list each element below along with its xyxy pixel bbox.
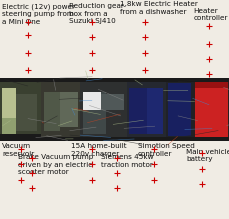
Text: Main vehicle
battery: Main vehicle battery bbox=[185, 149, 229, 162]
Bar bbox=[126, 78, 165, 141]
Text: Reduction gear-
box from a
Suzuki SJ410: Reduction gear- box from a Suzuki SJ410 bbox=[69, 3, 125, 24]
Bar bbox=[44, 92, 60, 131]
Bar bbox=[60, 92, 78, 127]
Text: Simotion Speed
controller: Simotion Speed controller bbox=[137, 143, 194, 157]
Text: Brake Vacuum pump
driven by an electric
scooter motor: Brake Vacuum pump driven by an electric … bbox=[18, 154, 93, 175]
Bar bbox=[0, 134, 41, 141]
Bar bbox=[2, 118, 16, 135]
Bar bbox=[82, 92, 101, 110]
Bar bbox=[80, 78, 126, 141]
Bar bbox=[147, 88, 163, 134]
Bar bbox=[192, 78, 229, 141]
Bar bbox=[2, 88, 16, 118]
Text: 15A home-built
220v charger: 15A home-built 220v charger bbox=[71, 143, 126, 157]
Bar bbox=[165, 78, 192, 141]
Text: Heater
controller: Heater controller bbox=[192, 8, 227, 21]
Bar bbox=[41, 78, 80, 141]
Bar bbox=[167, 83, 190, 136]
Text: 1.8kw Electric Heater
from a dishwasher: 1.8kw Electric Heater from a dishwasher bbox=[119, 1, 197, 15]
Bar bbox=[195, 81, 227, 138]
Bar bbox=[0, 78, 41, 141]
Text: Vacuum
reservoir: Vacuum reservoir bbox=[2, 143, 34, 157]
Bar bbox=[128, 88, 147, 134]
Bar bbox=[16, 94, 37, 131]
Text: Electric (12v) power
steering pump from
a Mini One: Electric (12v) power steering pump from … bbox=[2, 3, 75, 25]
Bar bbox=[195, 78, 227, 88]
Bar bbox=[101, 94, 124, 110]
Bar bbox=[0, 78, 229, 141]
Bar bbox=[82, 92, 105, 134]
Text: Siemens 45kw
traction motor: Siemens 45kw traction motor bbox=[101, 154, 153, 168]
Bar bbox=[0, 78, 229, 82]
Bar bbox=[0, 137, 229, 141]
